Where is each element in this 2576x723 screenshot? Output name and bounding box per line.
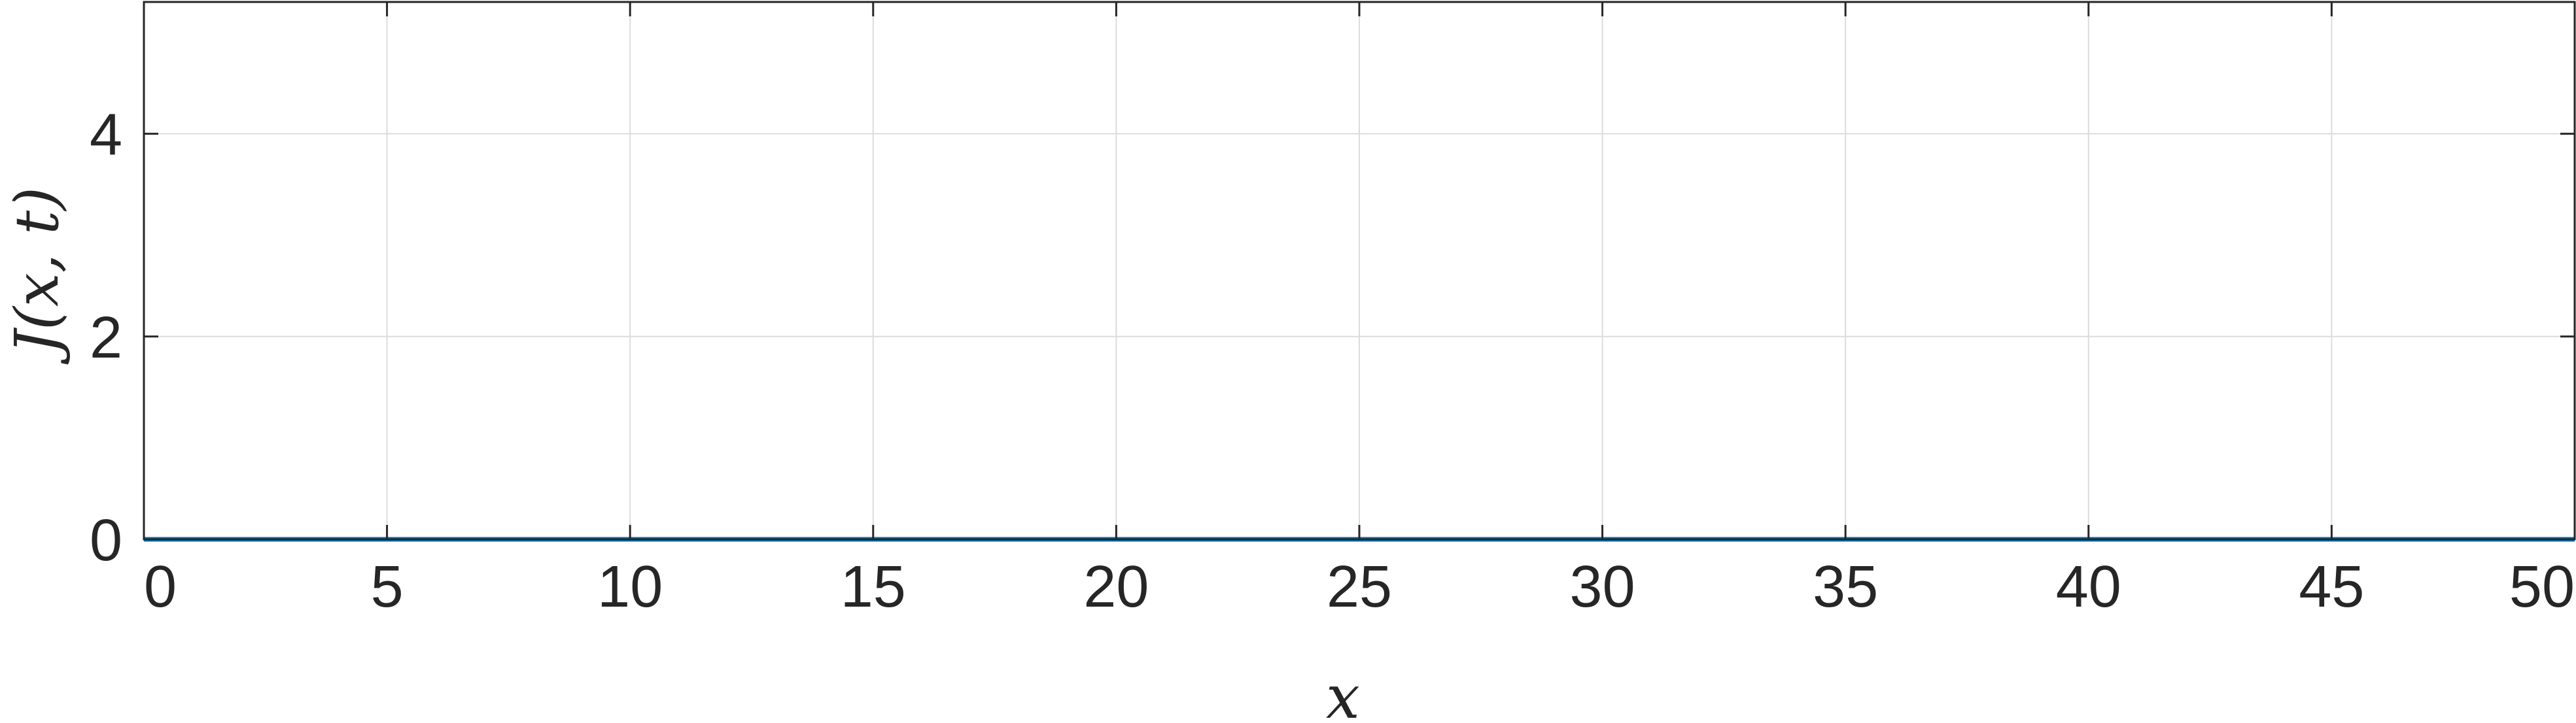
x-tick-label: 40 xyxy=(2056,554,2121,620)
y-tick-label: 4 xyxy=(90,103,122,168)
grid xyxy=(144,2,2575,539)
x-tick-label: 20 xyxy=(1083,554,1149,620)
x-tick-label: 10 xyxy=(597,554,663,620)
y-tick-label: 2 xyxy=(90,305,122,371)
x-tick-label: 0 xyxy=(144,554,177,620)
x-tick-label: 50 xyxy=(2509,554,2575,620)
x-tick-label: 25 xyxy=(1327,554,1392,620)
tick-marks xyxy=(143,2,2576,541)
y-axis-label: J(x, t) xyxy=(2,187,72,365)
x-tick-labels: 0 5 10 15 20 25 30 35 40 45 50 xyxy=(144,554,2575,620)
x-tick-label: 15 xyxy=(841,554,906,620)
y-tick-labels: 0 2 4 xyxy=(90,103,122,573)
x-tick-label: 5 xyxy=(371,554,404,620)
x-axis-label: x xyxy=(1326,662,1360,723)
y-tick-label: 0 xyxy=(90,508,122,573)
x-tick-label: 35 xyxy=(1813,554,1878,620)
x-tick-label: 45 xyxy=(2299,554,2364,620)
x-tick-label: 30 xyxy=(1570,554,1635,620)
